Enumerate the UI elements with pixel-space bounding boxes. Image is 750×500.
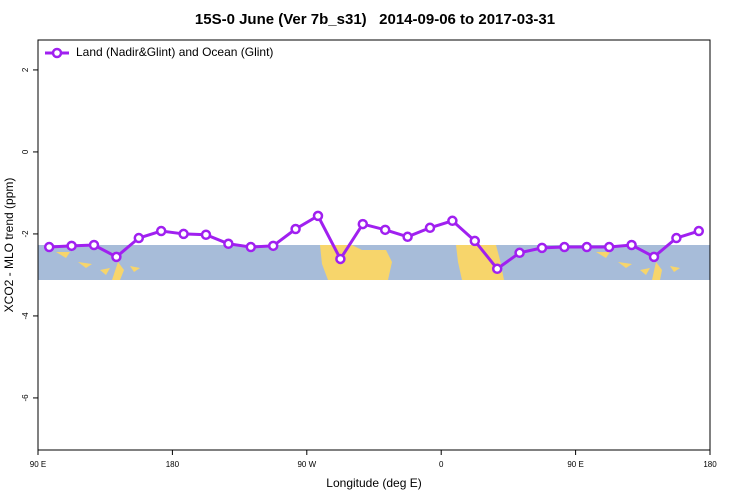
data-point <box>312 210 324 222</box>
x-tick-label: 90 E <box>567 460 583 469</box>
data-point <box>66 240 77 252</box>
data-point <box>267 240 279 252</box>
y-tick-label: 0 <box>21 149 30 154</box>
y-tick-label: -4 <box>21 312 30 320</box>
data-point <box>43 241 55 253</box>
data-point <box>290 223 301 235</box>
data-point <box>200 229 212 240</box>
data-point <box>514 247 525 259</box>
plot-frame <box>37 39 711 451</box>
data-point <box>693 225 705 237</box>
y-tick-label: -6 <box>21 394 30 402</box>
data-point <box>424 222 436 234</box>
data-point <box>603 241 615 253</box>
x-tick-label: 90 W <box>297 460 316 469</box>
x-tick-label: 180 <box>166 460 180 469</box>
data-point <box>491 263 503 275</box>
data-point <box>357 218 369 230</box>
y-tick-label: -2 <box>21 230 30 238</box>
data-point <box>648 251 660 263</box>
data-point <box>88 239 100 251</box>
data-point <box>133 232 145 244</box>
data-point <box>671 232 682 244</box>
x-tick-label: 0 <box>439 460 444 469</box>
data-point <box>402 231 413 243</box>
land <box>320 245 392 280</box>
legend-marker <box>51 47 63 59</box>
y-tick-label: 2 <box>21 67 30 72</box>
data-point <box>155 225 167 237</box>
data-point <box>245 241 257 253</box>
data-point <box>559 241 570 253</box>
land <box>596 252 680 280</box>
x-tick-label: 90 E <box>30 460 46 469</box>
data-point <box>469 235 481 247</box>
data-point <box>581 241 593 253</box>
x-axis-label: Longitude (deg E) <box>326 476 421 490</box>
legend-label: Land (Nadir&Glint) and Ocean (Glint) <box>76 45 273 59</box>
data-point <box>111 251 122 263</box>
land <box>56 252 140 280</box>
map-background <box>38 245 710 280</box>
data-point <box>447 215 458 227</box>
x-tick-label: 180 <box>703 460 717 469</box>
chart-title: 15S-0 June (Ver 7b_s31) 2014-09-06 to 20… <box>195 11 555 28</box>
data-point <box>223 238 234 250</box>
data-point <box>178 228 189 240</box>
data-point <box>536 242 548 254</box>
land <box>456 245 504 280</box>
data-point <box>379 224 391 236</box>
data-point <box>335 253 346 265</box>
y-axis-label: XCO2 - MLO trend (ppm) <box>2 178 16 313</box>
data-point <box>626 239 637 251</box>
